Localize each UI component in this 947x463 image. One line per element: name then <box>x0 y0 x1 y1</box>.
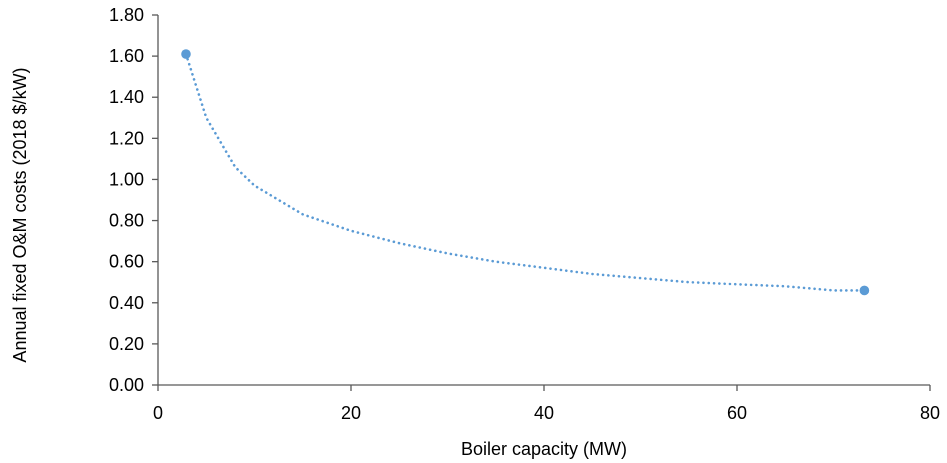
data-points <box>181 49 870 296</box>
x-tick-label: 80 <box>920 403 940 423</box>
y-axis-title: Annual fixed O&M costs (2018 $/kW) <box>10 67 30 362</box>
x-tick-label: 60 <box>727 403 747 423</box>
data-point <box>859 285 870 296</box>
x-tick-label: 20 <box>341 403 361 423</box>
x-axis-title: Boiler capacity (MW) <box>461 439 627 459</box>
x-axis-ticks: 0 20 40 60 80 <box>153 385 940 423</box>
y-tick-label: 1.60 <box>109 46 144 66</box>
x-tick-label: 40 <box>534 403 554 423</box>
y-tick-label: 0.80 <box>109 211 144 231</box>
trendline-group <box>184 52 866 292</box>
x-tick-label: 0 <box>153 403 163 423</box>
y-tick-label: 0.00 <box>109 375 144 395</box>
y-axis-ticks: 0.00 0.20 0.40 0.60 0.80 1.00 1.20 1.40 1.60 1.80 <box>109 5 158 395</box>
y-tick-label: 0.60 <box>109 252 144 272</box>
y-tick-label: 0.40 <box>109 293 144 313</box>
y-tick-label: 1.80 <box>109 5 144 25</box>
data-point <box>181 49 191 59</box>
y-tick-label: 1.40 <box>109 87 144 107</box>
y-tick-label: 1.00 <box>109 169 144 189</box>
y-tick-label: 0.20 <box>109 334 144 354</box>
trendline <box>184 52 866 292</box>
y-tick-label: 1.20 <box>109 128 144 148</box>
